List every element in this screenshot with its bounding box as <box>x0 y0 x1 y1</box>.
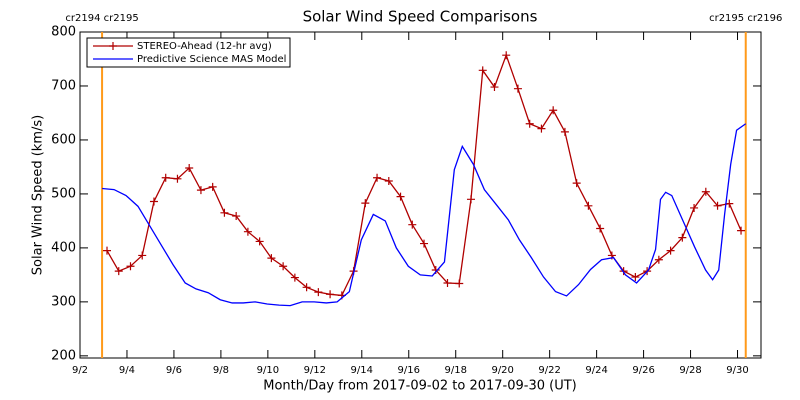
point-marker <box>654 255 663 264</box>
point-marker <box>290 273 299 282</box>
point-marker <box>326 290 335 299</box>
point-marker <box>666 246 675 255</box>
point-marker <box>302 283 311 292</box>
legend-marker <box>109 42 117 50</box>
point-marker <box>631 273 640 282</box>
point-marker <box>478 66 487 75</box>
point-marker <box>361 199 370 208</box>
x-tick-label: 9/20 <box>491 365 513 376</box>
point-marker <box>208 182 217 191</box>
point-marker <box>196 186 205 195</box>
x-tick-label: 9/18 <box>444 365 466 376</box>
point-marker <box>525 119 534 128</box>
point-marker <box>678 233 687 242</box>
point-marker <box>103 246 112 255</box>
x-axis-label: Month/Day from 2017-09-02 to 2017-09-30 … <box>263 379 576 394</box>
y-tick-label: 800 <box>51 25 76 40</box>
point-marker <box>701 187 710 196</box>
point-marker <box>737 226 746 235</box>
point-marker <box>255 237 264 246</box>
point-marker <box>279 262 288 271</box>
point-marker <box>173 174 182 183</box>
y-tick-label: 600 <box>51 132 76 147</box>
point-marker <box>572 179 581 188</box>
chart-title: Solar Wind Speed Comparisons <box>303 8 538 26</box>
y-tick-label: 300 <box>51 294 76 309</box>
x-tick-label: 9/12 <box>304 365 326 376</box>
y-axis-label: Solar Wind Speed (km/s) <box>31 115 46 275</box>
point-marker <box>243 227 252 236</box>
point-marker <box>396 192 405 201</box>
point-marker <box>420 239 429 248</box>
point-marker <box>584 201 593 210</box>
point-marker <box>502 51 511 60</box>
point-marker <box>185 164 194 173</box>
rotation-label: cr2194 cr2195 <box>65 13 138 24</box>
y-tick-label: 200 <box>51 348 76 363</box>
y-tick-label: 500 <box>51 186 76 201</box>
point-marker <box>138 251 147 260</box>
point-marker <box>560 127 569 136</box>
x-tick-label: 9/8 <box>213 365 229 376</box>
y-tick-label: 400 <box>51 240 76 255</box>
point-marker <box>267 254 276 263</box>
x-tick-label: 9/10 <box>257 365 279 376</box>
point-marker <box>314 288 323 297</box>
point-marker <box>537 124 546 133</box>
point-marker <box>114 267 123 276</box>
legend-box <box>86 37 291 68</box>
point-marker <box>384 176 393 185</box>
x-tick-label: 9/30 <box>726 365 748 376</box>
point-marker <box>549 106 558 115</box>
rotation-label: cr2195 cr2196 <box>709 13 782 24</box>
point-marker <box>149 197 158 206</box>
x-tick-label: 9/14 <box>351 365 373 376</box>
x-tick-label: 9/22 <box>538 365 560 376</box>
point-marker <box>713 201 722 210</box>
y-tick-label: 700 <box>51 78 76 93</box>
x-tick-label: 9/2 <box>72 365 88 376</box>
point-marker <box>490 83 499 92</box>
point-marker <box>232 212 241 221</box>
x-tick-label: 9/28 <box>679 365 701 376</box>
x-tick-label: 9/6 <box>166 365 182 376</box>
point-marker <box>126 262 135 271</box>
legend-label: STEREO-Ahead (12-hr avg) <box>137 41 272 52</box>
x-tick-label: 9/26 <box>632 365 654 376</box>
point-marker <box>161 173 170 182</box>
x-tick-label: 9/4 <box>119 365 135 376</box>
series-line <box>102 123 747 307</box>
point-marker <box>513 84 522 93</box>
point-marker <box>408 220 417 229</box>
plot-frame <box>79 31 762 359</box>
point-marker <box>455 279 464 288</box>
point-marker <box>466 195 475 204</box>
point-marker <box>690 203 699 212</box>
point-marker <box>725 199 734 208</box>
x-tick-label: 9/24 <box>585 365 607 376</box>
point-marker <box>373 173 382 182</box>
point-marker <box>443 278 452 287</box>
point-marker <box>596 224 605 233</box>
x-tick-label: 9/16 <box>398 365 420 376</box>
point-marker <box>220 208 229 217</box>
legend-label: Predictive Science MAS Model <box>137 54 286 65</box>
